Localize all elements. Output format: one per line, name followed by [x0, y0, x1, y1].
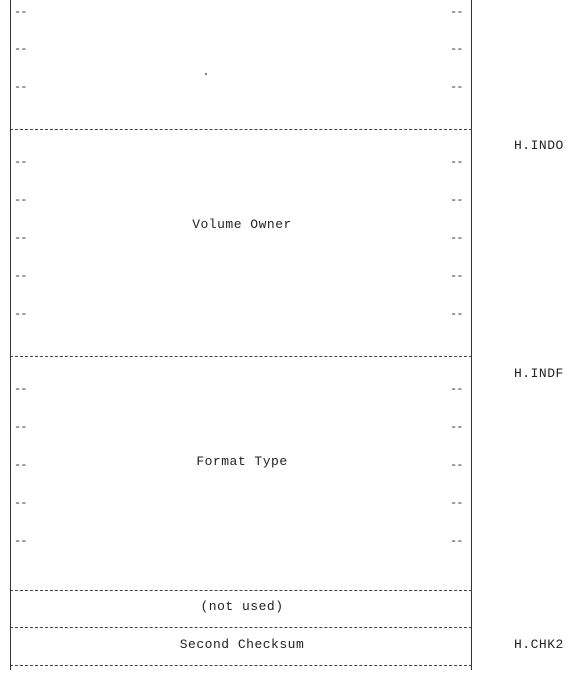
separator-box-bottom	[10, 665, 472, 666]
tick-right: --	[450, 231, 463, 245]
offset-label-h-indo: H.INDO	[514, 138, 564, 153]
tick-right: --	[450, 534, 463, 548]
tick-left: --	[14, 496, 27, 510]
tick-left: --	[14, 155, 27, 169]
separator-volume-owner-end	[10, 356, 472, 357]
separator-top-block-end	[10, 129, 472, 130]
tick-right: --	[450, 420, 463, 434]
tick-right: --	[450, 80, 463, 94]
box-left-edge	[10, 0, 11, 670]
tick-right: --	[450, 155, 463, 169]
stray-dot	[205, 73, 207, 75]
field-format-type: Format Type	[196, 454, 288, 469]
tick-left: --	[14, 534, 27, 548]
offset-label-h-chk2: H.CHK2	[514, 637, 564, 652]
field-second-checksum: Second Checksum	[179, 637, 305, 652]
tick-left: --	[14, 420, 27, 434]
tick-left: --	[14, 193, 27, 207]
tick-right: --	[450, 496, 463, 510]
tick-right: --	[450, 5, 463, 19]
box-right-edge	[471, 0, 472, 670]
tick-left: --	[14, 42, 27, 56]
separator-format-type-end	[10, 590, 472, 591]
tick-left: --	[14, 80, 27, 94]
tick-right: --	[450, 458, 463, 472]
tick-left: --	[14, 231, 27, 245]
tick-right: --	[450, 42, 463, 56]
tick-right: --	[450, 307, 463, 321]
tick-right: --	[450, 269, 463, 283]
tick-left: --	[14, 458, 27, 472]
tick-right: --	[450, 382, 463, 396]
tick-left: --	[14, 5, 27, 19]
offset-label-h-indf: H.INDF	[514, 366, 564, 381]
tick-left: --	[14, 307, 27, 321]
separator-not-used-end	[10, 627, 472, 628]
tick-left: --	[14, 382, 27, 396]
field-volume-owner: Volume Owner	[192, 217, 292, 232]
tick-left: --	[14, 269, 27, 283]
field-not-used: (not used)	[200, 599, 284, 614]
tick-right: --	[450, 193, 463, 207]
